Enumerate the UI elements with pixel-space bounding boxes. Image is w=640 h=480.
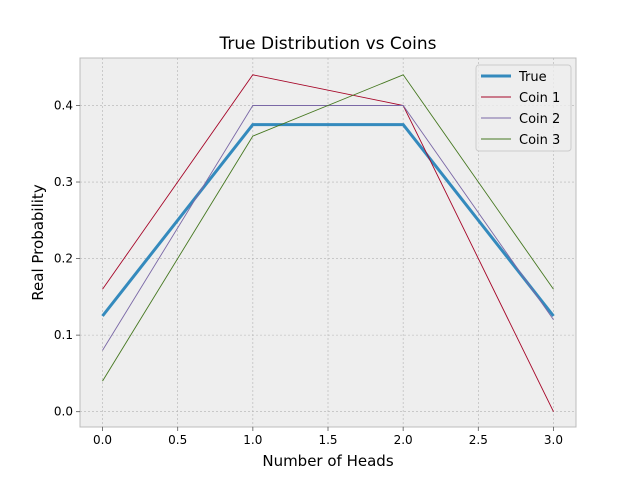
y-tick-label: 0.3	[54, 175, 73, 189]
x-tick-label: 3.0	[544, 433, 563, 447]
y-axis-label: Real Probability	[29, 184, 47, 301]
y-tick-label: 0.4	[54, 98, 73, 112]
legend-label: Coin 2	[519, 112, 560, 127]
series-line-true	[101, 123, 555, 317]
x-tick-label: 1.5	[318, 433, 337, 447]
ticks: 0.0 0.5 1.0 1.5 2.0 2.5 3.0 0.0 0.1 0.2 0.3 0.4	[54, 98, 563, 447]
x-tick-label: 2.5	[469, 433, 488, 447]
series-line-coin-3	[102, 74, 554, 382]
y-tick-label: 0.2	[54, 252, 73, 266]
y-tick-label: 0.1	[54, 328, 73, 342]
legend-label: Coin 3	[519, 133, 560, 148]
x-axis-label: Number of Heads	[262, 452, 393, 470]
legend: True Coin 1 Coin 2 Coin 3	[475, 64, 572, 152]
legend-box	[475, 64, 572, 152]
x-tick-label: 0.5	[168, 433, 187, 447]
chart-title: True Distribution vs Coins	[218, 34, 436, 54]
x-tick-label: 1.0	[243, 433, 262, 447]
x-tick-label: 0.0	[93, 433, 112, 447]
legend-label: Coin 1	[519, 91, 560, 106]
series-lines	[101, 74, 555, 412]
series-line-coin-1	[102, 74, 554, 412]
legend-label: True	[518, 70, 547, 85]
x-tick-label: 2.0	[394, 433, 413, 447]
y-tick-label: 0.0	[54, 405, 73, 419]
